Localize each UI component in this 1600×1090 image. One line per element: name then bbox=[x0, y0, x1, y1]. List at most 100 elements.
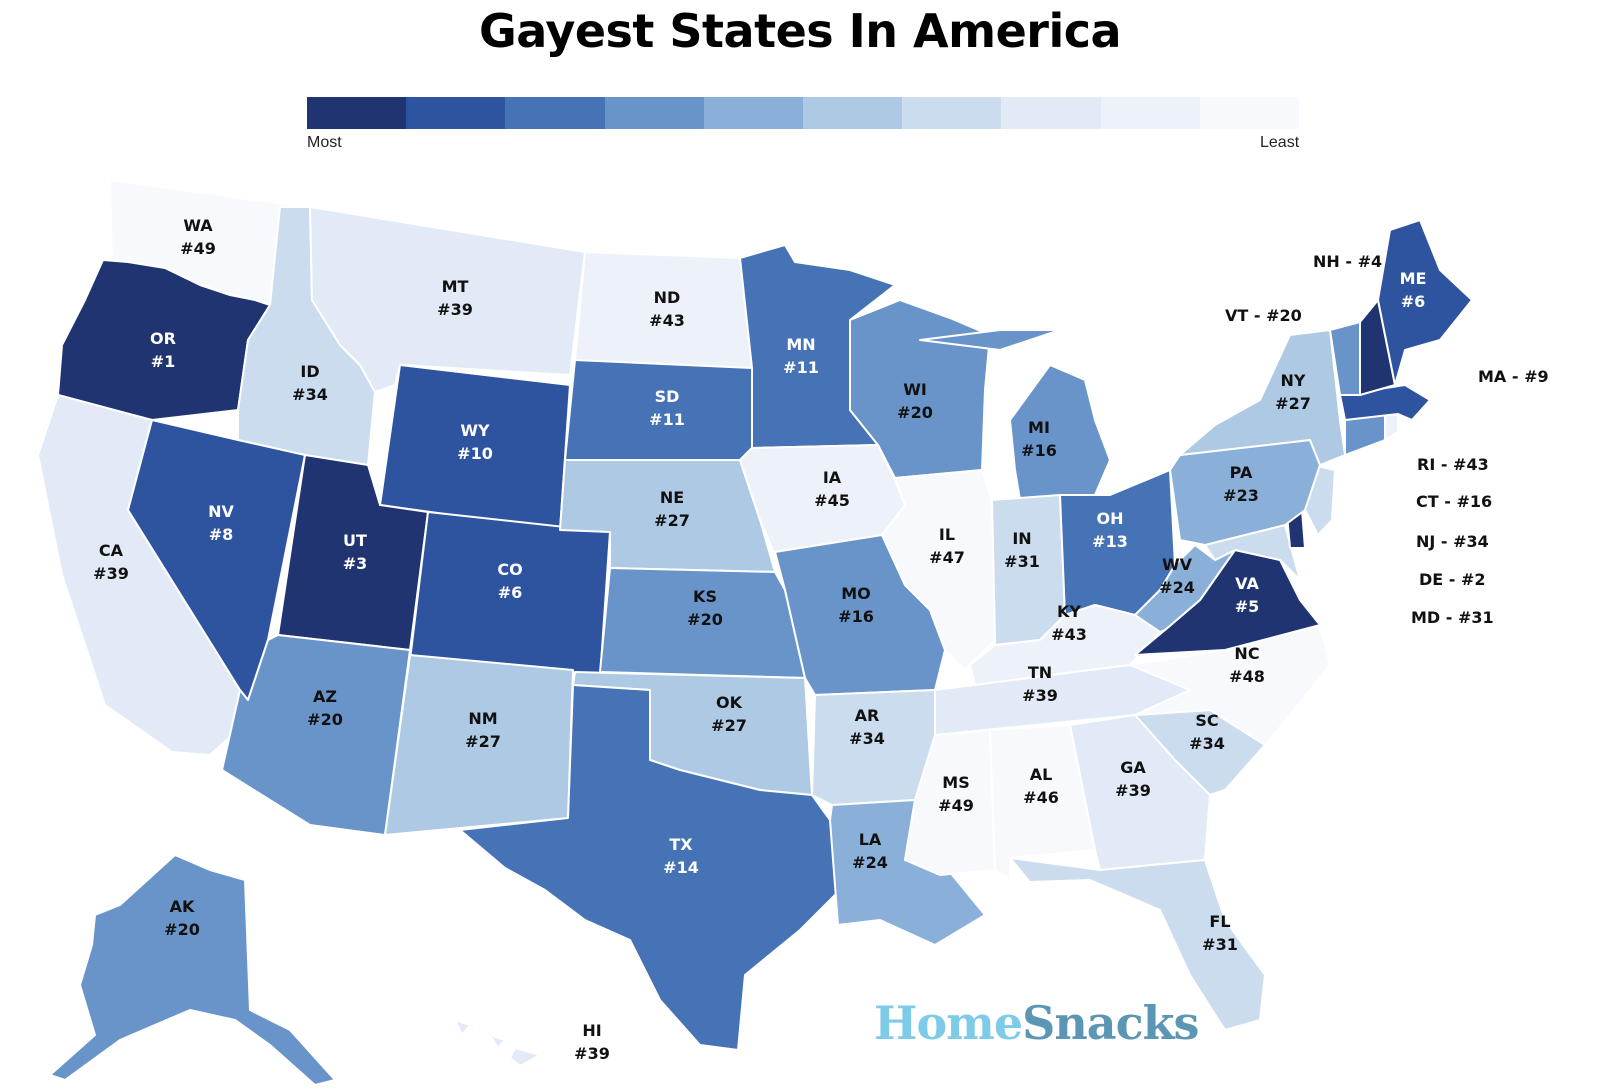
state-label-SC: SC #34 bbox=[1189, 709, 1225, 755]
state-rank: #27 bbox=[1275, 394, 1311, 413]
state-rank: #3 bbox=[342, 554, 368, 573]
state-rank: #43 bbox=[1051, 625, 1087, 644]
state-code: NE bbox=[659, 488, 685, 507]
state-label-ME: ME #6 bbox=[1400, 267, 1427, 313]
state-label-WI: WI #20 bbox=[897, 378, 933, 424]
state-label-MN: MN #11 bbox=[783, 333, 819, 379]
state-code: TX bbox=[669, 835, 693, 854]
state-code: ME bbox=[1399, 269, 1427, 288]
state-label-OK: OK #27 bbox=[711, 691, 747, 737]
state-label-CA: CA #39 bbox=[93, 539, 129, 585]
small-state-DE: DE - #2 bbox=[1419, 570, 1486, 589]
state-code: TN bbox=[1027, 663, 1053, 682]
small-state-CT: CT - #16 bbox=[1416, 492, 1493, 511]
state-code: MS bbox=[942, 773, 970, 792]
state-TX bbox=[459, 684, 841, 1051]
legend-swatch bbox=[902, 97, 1002, 129]
state-rank: #20 bbox=[307, 710, 343, 729]
state-label-LA: LA #24 bbox=[852, 828, 888, 874]
state-MT bbox=[309, 206, 586, 393]
state-label-MT: MT #39 bbox=[437, 275, 473, 321]
state-code: CA bbox=[98, 541, 124, 560]
state-code: PA bbox=[1229, 463, 1253, 482]
legend-swatch bbox=[406, 97, 506, 129]
state-label-IL: IL #47 bbox=[929, 523, 965, 569]
state-HI bbox=[454, 1019, 541, 1067]
state-rank: #8 bbox=[208, 525, 234, 544]
small-state-RI: RI - #43 bbox=[1417, 455, 1489, 474]
state-code: MT bbox=[441, 277, 469, 296]
state-code: OR bbox=[150, 329, 176, 348]
legend-swatch bbox=[803, 97, 903, 129]
state-code: WI bbox=[903, 380, 927, 399]
state-rank: #34 bbox=[292, 385, 328, 404]
state-rank: #23 bbox=[1223, 486, 1259, 505]
state-rank: #46 bbox=[1023, 788, 1059, 807]
state-rank: #16 bbox=[1021, 441, 1057, 460]
state-label-GA: GA #39 bbox=[1115, 756, 1151, 802]
state-code: AZ bbox=[313, 687, 337, 706]
state-code: KS bbox=[693, 587, 717, 606]
state-rank: #39 bbox=[437, 300, 473, 319]
state-rank: #45 bbox=[814, 491, 850, 510]
state-rank: #10 bbox=[457, 444, 493, 463]
state-rank: #43 bbox=[649, 311, 685, 330]
state-CT bbox=[1344, 414, 1386, 456]
state-code: MN bbox=[786, 335, 816, 354]
color-legend bbox=[307, 97, 1300, 129]
small-state-NJ: NJ - #34 bbox=[1416, 532, 1489, 551]
state-code: VA bbox=[1235, 574, 1259, 593]
state-code: SD bbox=[654, 387, 680, 406]
state-code: SC bbox=[1195, 711, 1219, 730]
state-code: AR bbox=[854, 706, 880, 725]
state-rank: #14 bbox=[663, 858, 699, 877]
legend-swatch bbox=[703, 97, 804, 129]
state-label-WY: WY #10 bbox=[457, 419, 493, 465]
homesnacks-logo: HomeSnacks bbox=[874, 996, 1199, 1050]
state-rank: #24 bbox=[852, 853, 888, 872]
state-rank: #34 bbox=[1189, 734, 1225, 753]
state-label-IN: IN #31 bbox=[1004, 527, 1040, 573]
legend-most-label: Most bbox=[307, 134, 342, 151]
state-label-AK: AK #20 bbox=[164, 895, 200, 941]
legend-swatch bbox=[307, 97, 407, 129]
state-code: MI bbox=[1028, 418, 1050, 437]
state-code: IN bbox=[1012, 529, 1032, 548]
state-label-TX: TX #14 bbox=[663, 833, 699, 879]
state-rank: #39 bbox=[93, 564, 129, 583]
state-label-NV: NV #8 bbox=[208, 500, 234, 546]
state-label-FL: FL #31 bbox=[1202, 910, 1238, 956]
legend-swatch bbox=[505, 97, 605, 129]
state-label-UT: UT #3 bbox=[343, 529, 368, 575]
state-rank: #5 bbox=[1234, 597, 1260, 616]
state-label-VA: VA #5 bbox=[1235, 572, 1260, 618]
state-label-OH: OH #13 bbox=[1092, 507, 1128, 553]
state-rank: #11 bbox=[649, 410, 685, 429]
state-label-MI: MI #16 bbox=[1021, 416, 1057, 462]
state-code: WV bbox=[1161, 555, 1193, 574]
state-code: NY bbox=[1280, 371, 1306, 390]
state-label-AZ: AZ #20 bbox=[307, 685, 343, 731]
state-rank: #27 bbox=[654, 511, 690, 530]
logo-part-snacks: Snacks bbox=[1022, 996, 1199, 1050]
state-label-WV: WV #24 bbox=[1159, 553, 1195, 599]
state-rank: #20 bbox=[164, 920, 200, 939]
state-code: NM bbox=[468, 709, 498, 728]
state-rank: #27 bbox=[711, 716, 747, 735]
state-code: IA bbox=[822, 468, 842, 487]
state-rank: #49 bbox=[938, 796, 974, 815]
state-rank: #27 bbox=[465, 732, 501, 751]
state-code: IL bbox=[938, 525, 956, 544]
map-title: Gayest States In America bbox=[478, 4, 1122, 58]
small-state-MD: MD - #31 bbox=[1411, 608, 1494, 627]
state-label-ID: ID #34 bbox=[292, 360, 328, 406]
state-label-PA: PA #23 bbox=[1223, 461, 1259, 507]
state-label-OR: OR #1 bbox=[150, 327, 176, 373]
state-code: LA bbox=[858, 830, 882, 849]
state-rank: #39 bbox=[1115, 781, 1151, 800]
small-state-VT: VT - #20 bbox=[1225, 306, 1302, 325]
state-code: GA bbox=[1120, 758, 1146, 777]
legend-least-label: Least bbox=[1260, 134, 1300, 151]
state-ME bbox=[1377, 219, 1473, 386]
state-label-AR: AR #34 bbox=[849, 704, 885, 750]
